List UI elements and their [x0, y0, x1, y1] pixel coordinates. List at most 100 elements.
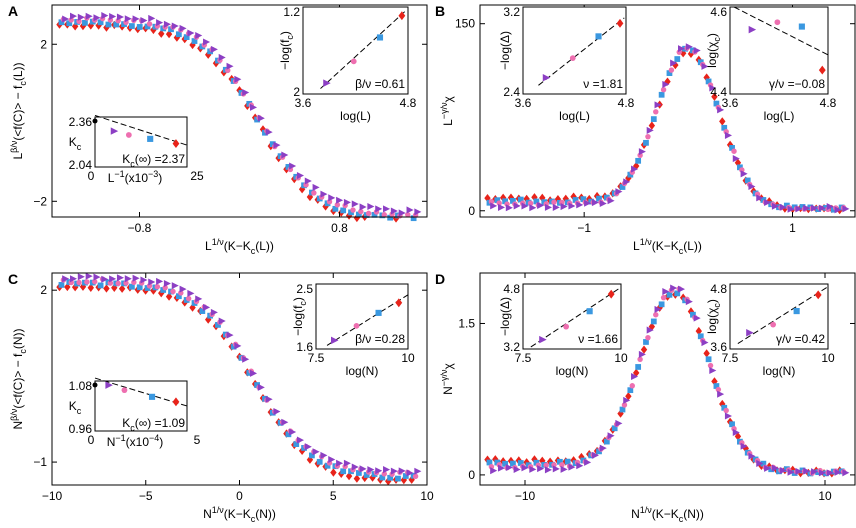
- panel-D-small-point: [724, 412, 732, 420]
- inset-A-scaling-ytick-label: 1.2: [283, 5, 300, 19]
- panel-D-small-point: [834, 468, 842, 476]
- inset-D-gamma-ylabel: log(χc): [705, 299, 722, 334]
- panel-C-small-point: [289, 428, 297, 436]
- panel-C-large-point: [402, 473, 409, 479]
- panel-D-small-point: [826, 469, 834, 477]
- panel-B-largest-point: [719, 117, 726, 126]
- panel-D-largest-point: [640, 345, 648, 354]
- inset-A-kc-xtick-label: 0: [88, 169, 95, 183]
- panel-C-largest-point: [87, 283, 95, 292]
- inset-D-gamma: 7.5 10 4.8 3.6 log(N) log(χc) γ/ν =0.42: [705, 282, 835, 378]
- inset-A-kc: 0 25 2.36 2.04 L−1(x10−3) Kc Kc(∞) =2.37: [69, 114, 204, 185]
- inset-B-nu-point: [569, 55, 576, 62]
- panel-A-points: [56, 12, 422, 223]
- inset-C-kc-fit-line: [94, 377, 188, 407]
- panel-C-large-point: [379, 474, 386, 481]
- panel-C-largest-point: [118, 284, 126, 293]
- panel-A-large-point: [355, 211, 362, 218]
- inset-A-kc-ytick-label: 2.36: [69, 115, 93, 129]
- inset-D-nu-xlabel: log(N): [556, 364, 589, 378]
- panel-B-small-point: [693, 46, 701, 55]
- panel-B-small-point: [490, 202, 498, 210]
- panel-D-small-point: [497, 464, 506, 472]
- panel-C-medium-point: [170, 288, 176, 295]
- panel-D-medium-point: [637, 356, 643, 363]
- panel-A-small-point: [195, 32, 203, 40]
- inset-D-gamma-xtick-label: 7.5: [722, 351, 739, 365]
- inset-A-scaling-point: [376, 34, 384, 41]
- panel-A-medium-point: [311, 190, 317, 196]
- panel-B-large-point: [729, 145, 735, 151]
- panel-B-small-point: [599, 199, 607, 207]
- inset-A-kc-point: [147, 135, 154, 142]
- panel-A-small-point: [242, 89, 250, 97]
- panel-D-small-point: [756, 459, 764, 467]
- inset-C-scaling-annotation: β/ν =0.28: [355, 332, 405, 346]
- panel-B-medium-point: [504, 201, 510, 207]
- panel-B-small-point: [677, 45, 686, 53]
- panel-A-xtick-label: −0.8: [128, 221, 152, 235]
- panel-C-largest-point: [111, 283, 118, 292]
- inset-B-gamma-point: [818, 65, 826, 75]
- panel-B-largest-point: [726, 140, 734, 149]
- panel-A-medium-point: [123, 19, 129, 26]
- inset-D-nu-ylabel: −log(Δ): [498, 297, 512, 336]
- panel-B-small-point: [826, 203, 834, 211]
- panel-B-large-point: [760, 197, 767, 203]
- panel-C-small-point: [414, 467, 422, 475]
- panel-C-small-point: [234, 342, 242, 350]
- inset-C-kc-ytick-label: 0.96: [69, 422, 93, 436]
- panel-D-small-point: [584, 458, 592, 466]
- panel-A-medium-point: [115, 17, 121, 24]
- panel-B-large-point: [502, 198, 508, 205]
- panel-A-small-point: [109, 13, 117, 21]
- panel-A: −0.8 0.8 −2 2 L1/ν(K−Kc(L)) Lβ/ν(<f(C)> − fc(…: [8, 3, 428, 256]
- panel-A-large-point: [348, 209, 354, 216]
- panel-B-largest-point: [734, 158, 742, 167]
- panel-C-large-point: [175, 293, 182, 300]
- inset-D-gamma-point: [746, 329, 754, 337]
- panel-A-medium-point: [334, 202, 341, 208]
- panel-A-frame: [51, 4, 428, 218]
- panel-C-small-point: [367, 466, 375, 474]
- panel-A-small-point: [351, 200, 359, 208]
- panel-B-small-point: [771, 202, 779, 210]
- inset-D-gamma-point: [814, 290, 822, 300]
- panel-C-small-point: [383, 466, 391, 474]
- panel-A-ytick-label: 2: [40, 37, 47, 51]
- inset-C-kc-xlabel: N−1(x10−4): [107, 433, 164, 449]
- panel-A-small-point: [273, 141, 281, 149]
- panel-D-small-point: [811, 468, 819, 476]
- panel-B-large-point: [643, 139, 649, 146]
- panel-A-medium-point: [68, 17, 74, 23]
- panel-D-small-point: [677, 285, 686, 293]
- panel-D-points: [484, 284, 850, 478]
- inset-A-kc-ylabel: Kc: [69, 135, 82, 152]
- panel-C-small-point: [85, 272, 93, 280]
- panel-B-large-point: [635, 157, 642, 164]
- panel-A-large-point: [129, 23, 135, 29]
- inset-B-gamma-ylabel: log(χc): [705, 33, 722, 68]
- inset-C-kc-annotation: Kc(∞) =1.09: [122, 416, 185, 433]
- panel-D-small-point: [787, 468, 795, 476]
- panel-A-large-point: [66, 20, 73, 27]
- panel-C: −10 −5 0 5 10 −1 2 N1/ν(K−Kc(N)) Nβ/ν(<f(C)> − f…: [8, 271, 434, 524]
- inset-C-kc-xtick-label: 0: [88, 433, 95, 447]
- panel-D-large-point: [768, 466, 775, 473]
- panel-C-medium-point: [68, 279, 74, 286]
- panel-B-large-point: [737, 164, 743, 171]
- panel-C-largest-point: [64, 282, 71, 292]
- panel-A-large-point: [168, 26, 174, 33]
- panel-C-xtick-label: −5: [139, 489, 153, 503]
- panel-C-medium-point: [381, 471, 388, 477]
- panel-C-large-point: [160, 287, 167, 293]
- panel-B-small-point: [795, 205, 803, 213]
- panel-A-small-point: [148, 14, 156, 22]
- panel-A-medium-point: [303, 182, 309, 188]
- panel-C-medium-point: [107, 280, 114, 286]
- panel-B-small-point: [662, 80, 670, 88]
- panel-C-small-point: [343, 459, 351, 467]
- panel-C-medium-point: [115, 280, 121, 287]
- panel-D-medium-point: [715, 386, 722, 393]
